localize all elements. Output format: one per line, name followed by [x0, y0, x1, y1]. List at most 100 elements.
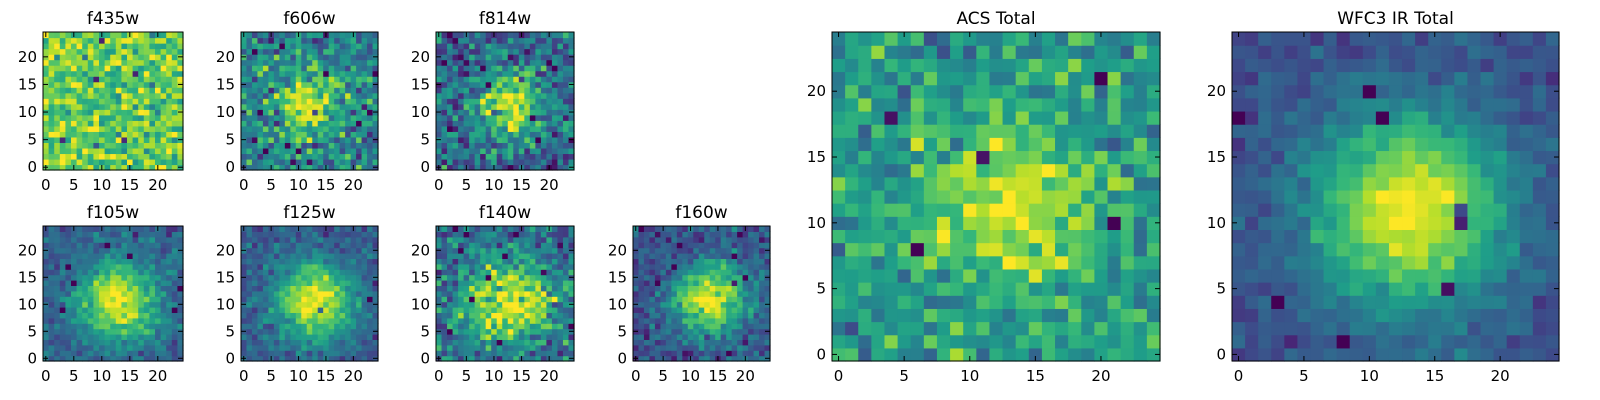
- heatmap-cell: [171, 43, 178, 50]
- heatmap-cell: [290, 76, 297, 83]
- heatmap-cell: [858, 347, 872, 362]
- heatmap-cell: [469, 142, 476, 149]
- heatmap-cell: [704, 274, 711, 281]
- heatmap-cell: [436, 280, 443, 286]
- heatmap-cell: [251, 125, 259, 132]
- heatmap-cell: [279, 231, 286, 238]
- heatmap-cell: [513, 274, 520, 281]
- heatmap-cell: [367, 269, 374, 276]
- heatmap-cell: [290, 280, 297, 286]
- heatmap-cell: [177, 98, 184, 105]
- heatmap-cell: [513, 323, 520, 330]
- heatmap-cell: [726, 263, 733, 270]
- heatmap-cell: [82, 231, 89, 238]
- heatmap-cell: [290, 98, 297, 105]
- heatmap-cell: [704, 247, 711, 254]
- heatmap-cell: [649, 236, 656, 243]
- heatmap-cell: [441, 48, 448, 55]
- heatmap-cell: [59, 334, 66, 340]
- heatmap-cell: [845, 242, 859, 257]
- heatmap-cell: [529, 81, 536, 88]
- heatmap-cell: [832, 242, 846, 257]
- heatmap-cell: [328, 274, 335, 281]
- heatmap-cell: [166, 92, 173, 99]
- heatmap-cell: [115, 307, 122, 313]
- heatmap-cell: [518, 109, 525, 116]
- heatmap-cell: [469, 81, 476, 88]
- heatmap-cell: [328, 131, 335, 138]
- heatmap-cell: [43, 142, 50, 149]
- heatmap-cell: [715, 296, 722, 303]
- heatmap-cell: [241, 87, 248, 94]
- heatmap-cell: [480, 334, 487, 340]
- heatmap-cell: [436, 290, 443, 297]
- heatmap-cell: [241, 258, 248, 265]
- heatmap-cell: [871, 242, 886, 257]
- heatmap-cell: [709, 296, 716, 303]
- heatmap-cell: [138, 296, 145, 303]
- heatmap-cell: [720, 344, 727, 351]
- heatmap-cell: [93, 87, 100, 94]
- heatmap-cell: [93, 226, 100, 232]
- heatmap-cell: [104, 70, 111, 77]
- heatmap-cell: [279, 147, 286, 155]
- heatmap-cell: [513, 147, 520, 155]
- heatmap-cell: [71, 153, 78, 160]
- heatmap-cell: [546, 350, 553, 357]
- heatmap-cell: [334, 344, 341, 351]
- heatmap-cell: [284, 355, 291, 362]
- y-tick-label: 10: [216, 295, 235, 313]
- heatmap-cell: [463, 258, 470, 265]
- heatmap-cell: [82, 136, 89, 143]
- heatmap-cell: [737, 290, 744, 297]
- heatmap-cell: [350, 280, 357, 286]
- heatmap-cell: [328, 247, 335, 254]
- heatmap-cell: [262, 242, 269, 249]
- heatmap-cell: [99, 109, 106, 116]
- heatmap-cell: [290, 350, 297, 357]
- heatmap-cell: [132, 153, 139, 160]
- heatmap-cell: [463, 76, 470, 83]
- heatmap-cell: [82, 242, 89, 249]
- heatmap-cell: [535, 92, 542, 99]
- heatmap-cell: [436, 339, 443, 346]
- heatmap-cell: [115, 247, 122, 254]
- heatmap-cell: [524, 350, 531, 357]
- heatmap-cell: [1028, 282, 1043, 296]
- heatmap-cell: [709, 350, 716, 357]
- heatmap-cell: [687, 258, 694, 265]
- heatmap-cell: [110, 43, 117, 50]
- heatmap-cell: [93, 32, 100, 39]
- heatmap-cell: [540, 54, 547, 61]
- heatmap-cell: [737, 247, 744, 254]
- heatmap-cell: [458, 355, 465, 362]
- heatmap-cell: [251, 312, 259, 319]
- heatmap-cell: [950, 203, 964, 217]
- heatmap-cell: [334, 142, 341, 149]
- heatmap-cell: [87, 355, 94, 362]
- heatmap-cell: [643, 290, 651, 297]
- heatmap-cell: [513, 317, 520, 324]
- heatmap-cell: [132, 312, 139, 319]
- heatmap-cell: [160, 164, 167, 171]
- heatmap-cell: [93, 125, 100, 132]
- heatmap-cell: [284, 114, 291, 121]
- heatmap-cell: [76, 87, 83, 94]
- heatmap-cell: [345, 226, 352, 232]
- panel-title: f435w: [87, 9, 139, 29]
- heatmap-cell: [171, 253, 178, 259]
- heatmap-cell: [682, 307, 689, 313]
- heatmap-cell: [910, 189, 925, 204]
- heatmap-cell: [871, 163, 886, 178]
- heatmap-cell: [764, 226, 771, 232]
- heatmap-cell: [132, 87, 139, 94]
- heatmap-cell: [82, 158, 89, 166]
- heatmap-cell: [132, 103, 139, 110]
- heatmap-cell: [474, 98, 481, 105]
- heatmap-cell: [43, 87, 50, 94]
- heatmap-cell: [452, 114, 459, 121]
- heatmap-cell: [361, 76, 368, 83]
- heatmap-cell: [1081, 321, 1095, 336]
- heatmap-cell: [268, 147, 275, 155]
- heatmap-cell: [458, 70, 465, 77]
